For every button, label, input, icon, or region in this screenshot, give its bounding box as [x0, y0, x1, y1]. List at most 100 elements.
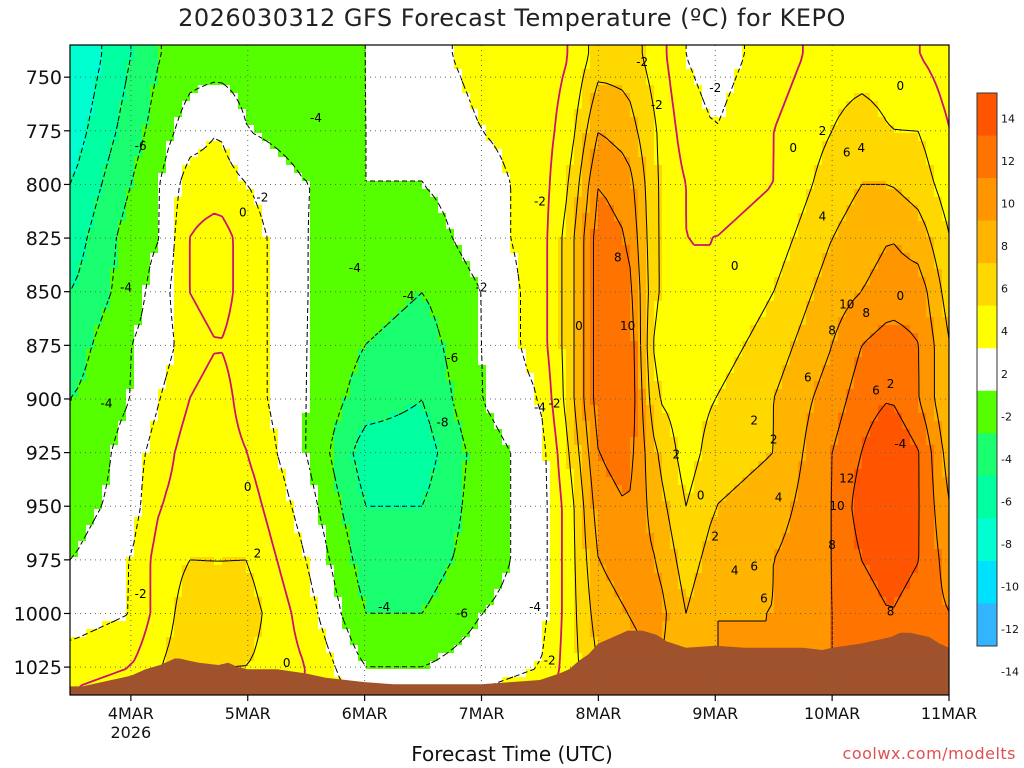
field-cell [406, 373, 415, 382]
field-cell [398, 93, 407, 102]
field-cell [126, 53, 135, 62]
field-cell [942, 45, 949, 54]
field-cell [158, 53, 167, 62]
field-cell [782, 309, 791, 318]
field-cell [670, 381, 679, 390]
field-cell [478, 397, 487, 406]
field-cell [230, 165, 239, 174]
field-cell [318, 365, 327, 374]
field-cell [150, 285, 159, 294]
field-cell [710, 285, 719, 294]
field-cell [878, 189, 887, 198]
field-cell [270, 389, 279, 398]
field-cell [446, 197, 455, 206]
field-cell [702, 301, 711, 310]
field-cell [678, 341, 687, 350]
field-cell [254, 293, 263, 302]
field-cell [86, 149, 95, 158]
field-cell [934, 373, 943, 382]
field-cell [710, 61, 719, 70]
field-cell [478, 229, 487, 238]
field-cell [422, 397, 431, 406]
field-cell [70, 189, 79, 198]
field-cell [430, 245, 439, 254]
field-cell [582, 117, 591, 126]
field-cell [342, 405, 351, 414]
field-cell [870, 189, 879, 198]
field-cell [222, 101, 231, 110]
field-cell [646, 77, 655, 86]
field-cell [798, 173, 807, 182]
field-cell [662, 261, 671, 270]
field-cell [150, 101, 159, 110]
field-cell [494, 245, 503, 254]
field-cell [702, 229, 711, 238]
field-cell [694, 373, 703, 382]
field-cell [742, 261, 751, 270]
field-cell [454, 253, 463, 262]
field-cell [862, 389, 871, 398]
field-cell [726, 357, 735, 366]
field-cell [278, 101, 287, 110]
field-cell [110, 109, 119, 118]
field-cell [182, 381, 191, 390]
field-cell [142, 253, 151, 262]
field-cell [798, 157, 807, 166]
field-cell [246, 197, 255, 206]
field-cell [766, 349, 775, 358]
field-cell [222, 309, 231, 318]
field-cell [70, 53, 79, 62]
field-cell [918, 381, 927, 390]
field-cell [790, 261, 799, 270]
field-cell [654, 269, 663, 278]
field-cell [430, 349, 439, 358]
field-cell [78, 245, 87, 254]
field-cell [342, 213, 351, 222]
field-cell [334, 205, 343, 214]
field-cell [654, 325, 663, 334]
field-cell [422, 277, 431, 286]
field-cell [278, 237, 287, 246]
field-cell [814, 197, 823, 206]
field-cell [86, 317, 95, 326]
field-cell [502, 277, 511, 286]
field-cell [342, 205, 351, 214]
field-cell [886, 309, 895, 318]
field-cell [238, 133, 247, 142]
field-cell [302, 325, 311, 334]
field-cell [398, 117, 407, 126]
field-cell [878, 229, 887, 238]
field-cell [182, 101, 191, 110]
field-cell [918, 117, 927, 126]
field-cell [598, 245, 607, 254]
field-cell [382, 349, 391, 358]
field-cell [134, 85, 143, 94]
field-cell [406, 357, 415, 366]
field-cell [230, 125, 239, 134]
field-cell [86, 125, 95, 134]
field-cell [566, 365, 575, 374]
field-cell [358, 341, 367, 350]
field-cell [326, 93, 335, 102]
field-cell [702, 125, 711, 134]
field-cell [254, 45, 263, 54]
field-cell [342, 397, 351, 406]
field-cell [638, 117, 647, 126]
field-cell [814, 61, 823, 70]
field-cell [822, 365, 831, 374]
field-cell [254, 181, 263, 190]
field-cell [190, 381, 199, 390]
field-cell [678, 325, 687, 334]
field-cell [758, 245, 767, 254]
field-cell [630, 301, 639, 310]
field-cell [174, 277, 183, 286]
field-cell [734, 389, 743, 398]
field-cell [302, 221, 311, 230]
field-cell [262, 261, 271, 270]
field-cell [894, 149, 903, 158]
field-cell [606, 101, 615, 110]
field-cell [246, 349, 255, 358]
field-cell [910, 165, 919, 174]
field-cell [822, 173, 831, 182]
field-cell [574, 45, 583, 54]
